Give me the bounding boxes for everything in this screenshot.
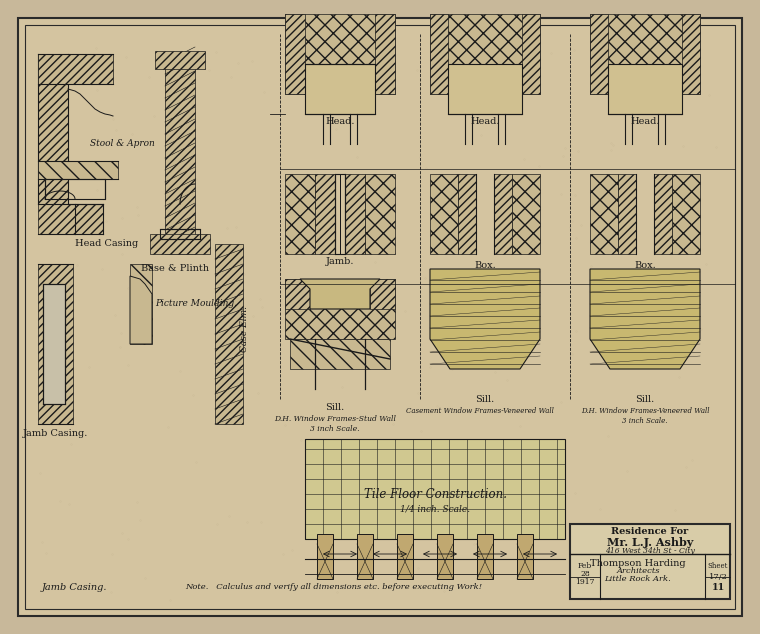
Text: Jamb Casing.: Jamb Casing. — [22, 429, 87, 438]
Bar — [654, 174, 672, 254]
Polygon shape — [300, 279, 380, 309]
Bar — [317, 534, 333, 579]
Text: Stool & Apron: Stool & Apron — [90, 139, 155, 148]
Text: Head Casing: Head Casing — [75, 239, 138, 248]
Text: Sheet: Sheet — [708, 562, 728, 570]
Bar — [43, 284, 65, 404]
Text: 28: 28 — [580, 570, 590, 578]
Bar — [370, 279, 395, 309]
Bar — [375, 14, 395, 94]
Bar — [477, 534, 493, 579]
Text: 1/4 inch. Scale.: 1/4 inch. Scale. — [400, 505, 470, 514]
Text: 3 inch Scale.: 3 inch Scale. — [622, 417, 668, 425]
Bar — [682, 14, 700, 94]
Bar — [45, 179, 105, 199]
Bar — [430, 14, 540, 94]
Text: Sill.: Sill. — [325, 403, 344, 411]
Bar — [494, 174, 512, 254]
Bar — [165, 54, 195, 254]
Polygon shape — [430, 269, 540, 369]
Text: Feb: Feb — [578, 562, 592, 570]
Bar — [458, 174, 476, 254]
Text: Architects: Architects — [616, 567, 660, 575]
Text: Casement Window Frames-Veneered Wall: Casement Window Frames-Veneered Wall — [406, 407, 554, 415]
Text: Thompson Harding: Thompson Harding — [591, 559, 686, 567]
Bar — [590, 174, 618, 254]
Bar — [285, 279, 310, 309]
Bar — [305, 439, 565, 539]
Bar — [155, 51, 205, 69]
Bar — [437, 534, 453, 579]
Text: Tile Floor Construction.: Tile Floor Construction. — [363, 488, 506, 500]
Bar — [38, 54, 68, 204]
Text: 1917: 1917 — [575, 578, 595, 586]
Text: Head.: Head. — [630, 117, 660, 127]
Bar — [160, 229, 200, 239]
Text: Note.   Calculus and verify all dimensions etc. before executing Work!: Note. Calculus and verify all dimensions… — [185, 583, 482, 591]
Text: D.H. Window Frames-Veneered Wall: D.H. Window Frames-Veneered Wall — [581, 407, 709, 415]
Text: Case Elm.: Case Elm. — [240, 306, 249, 352]
Bar — [512, 174, 540, 254]
Text: Box.: Box. — [474, 261, 496, 271]
Text: Sill.: Sill. — [635, 394, 654, 403]
Bar — [285, 174, 315, 254]
Bar — [522, 14, 540, 94]
Bar — [285, 279, 395, 339]
Bar — [430, 14, 448, 94]
Text: Little Rock Ark.: Little Rock Ark. — [605, 575, 671, 583]
Bar — [38, 264, 73, 424]
Bar — [345, 174, 365, 254]
Text: Box.: Box. — [634, 261, 656, 271]
Bar — [365, 174, 395, 254]
Text: Mr. L.J. Ashby: Mr. L.J. Ashby — [606, 538, 693, 548]
Text: 11: 11 — [711, 583, 724, 593]
Text: 416 West 34th St - City: 416 West 34th St - City — [605, 547, 695, 555]
Bar — [38, 54, 113, 84]
Bar — [290, 339, 390, 369]
Bar — [430, 174, 458, 254]
Text: Residence For: Residence For — [611, 527, 689, 536]
Bar — [335, 174, 345, 254]
Bar — [590, 14, 608, 94]
Bar — [448, 64, 522, 114]
Bar — [590, 14, 700, 94]
Text: Jamb.: Jamb. — [326, 257, 354, 266]
Text: 17/2: 17/2 — [708, 573, 727, 581]
Text: Sill.: Sill. — [475, 394, 495, 403]
Text: 3 inch Scale.: 3 inch Scale. — [310, 425, 359, 433]
Bar — [397, 534, 413, 579]
Bar — [570, 524, 730, 599]
Text: Picture Moulding.: Picture Moulding. — [155, 299, 237, 309]
Polygon shape — [590, 269, 700, 369]
Text: D.H. Window Frames-Stud Wall: D.H. Window Frames-Stud Wall — [274, 415, 396, 423]
Bar — [38, 161, 118, 179]
Bar — [672, 174, 700, 254]
Bar — [315, 174, 335, 254]
Bar — [618, 174, 636, 254]
Bar — [38, 204, 103, 234]
Text: Base & Plinth: Base & Plinth — [141, 264, 209, 273]
Bar — [150, 234, 210, 254]
Bar — [130, 264, 152, 344]
Polygon shape — [130, 276, 152, 344]
Bar — [285, 14, 305, 94]
Text: Jamb Casing.: Jamb Casing. — [42, 583, 107, 592]
Text: Head.: Head. — [470, 117, 500, 127]
Bar — [305, 64, 375, 114]
Bar — [285, 14, 395, 94]
Text: Head.: Head. — [325, 117, 355, 127]
Bar — [215, 244, 243, 424]
Bar — [608, 64, 682, 114]
Bar — [517, 534, 533, 579]
Bar — [357, 534, 373, 579]
